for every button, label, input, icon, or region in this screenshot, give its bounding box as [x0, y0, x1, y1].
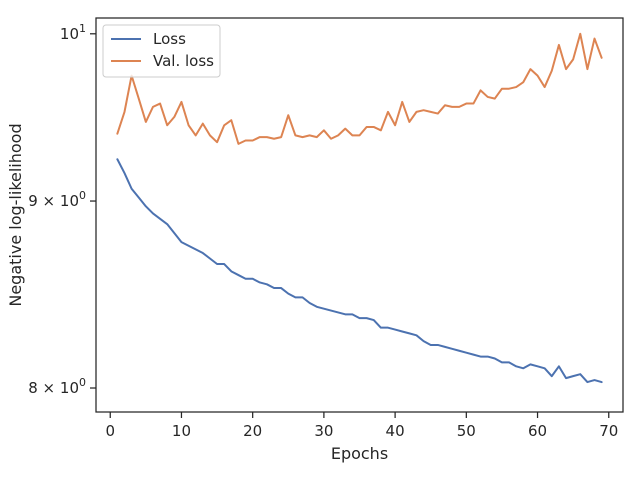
- y-axis-label: Negative log-likelihood: [6, 123, 25, 306]
- legend: Loss Val. loss: [102, 24, 221, 78]
- x-tick-label: 70: [599, 422, 618, 440]
- x-axis-ticks: 0 10 20 30 40 50 60 70: [105, 412, 618, 440]
- x-tick-label: 50: [457, 422, 476, 440]
- y-axis-ticks: 8 × 100 9 × 100 101: [28, 22, 96, 397]
- legend-label-loss: Loss: [153, 30, 186, 48]
- y-tick-label: 101: [60, 22, 86, 43]
- x-tick-label: 30: [314, 422, 333, 440]
- x-tick-label: 20: [243, 422, 262, 440]
- plot-area: [116, 32, 603, 384]
- y-tick-label: 8 × 100: [28, 376, 86, 397]
- x-tick-label: 0: [105, 422, 115, 440]
- val-loss-series-line: [116, 32, 603, 145]
- legend-label-val-loss: Val. loss: [153, 52, 214, 70]
- plot-frame: [95, 17, 624, 413]
- loss-series-line: [116, 158, 603, 384]
- x-tick-label: 40: [386, 422, 405, 440]
- x-tick-label: 60: [528, 422, 547, 440]
- y-tick-label: 9 × 100: [28, 189, 86, 210]
- x-axis-label: Epochs: [331, 444, 388, 463]
- x-tick-label: 10: [172, 422, 191, 440]
